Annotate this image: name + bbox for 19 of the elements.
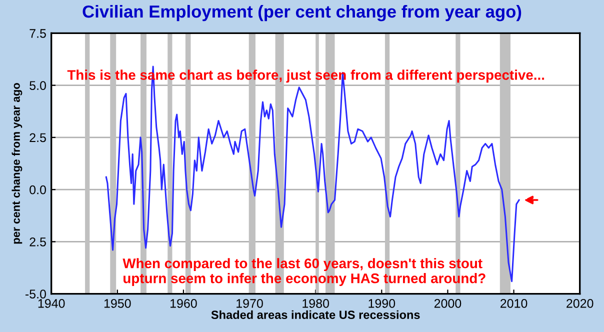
- x-tick-label: 2000: [434, 299, 462, 308]
- y-tick-label: 5.0: [30, 81, 46, 90]
- y-tick-label: 7.5: [30, 29, 46, 38]
- y-tick-label: 2.5: [30, 133, 46, 142]
- annotation: When compared to the last 60 years, doesn't this stout upturn seem to infer the economy HAS turned around?: [122, 258, 486, 286]
- y-tick-label: -5.0: [25, 290, 46, 298]
- x-axis-title: Shaded areas indicate US recessions: [211, 310, 420, 320]
- y-tick-label: 2.5: [30, 237, 46, 246]
- x-tick-label: 2020: [566, 299, 594, 308]
- x-tick-label: 1970: [236, 299, 263, 308]
- y-axis-title: per cent change from year ago: [12, 83, 22, 244]
- chart-title: Civilian Employment (per cent change from year ago): [82, 4, 522, 22]
- x-tick-label: 2010: [500, 299, 528, 308]
- x-tick-label: 1960: [170, 299, 197, 308]
- x-tick-label: 1950: [104, 299, 131, 308]
- x-tick-label: 1990: [368, 299, 396, 308]
- x-tick-label: 1940: [38, 299, 65, 308]
- y-tick-label: 0.0: [30, 185, 46, 194]
- x-tick-label: 1980: [302, 299, 330, 308]
